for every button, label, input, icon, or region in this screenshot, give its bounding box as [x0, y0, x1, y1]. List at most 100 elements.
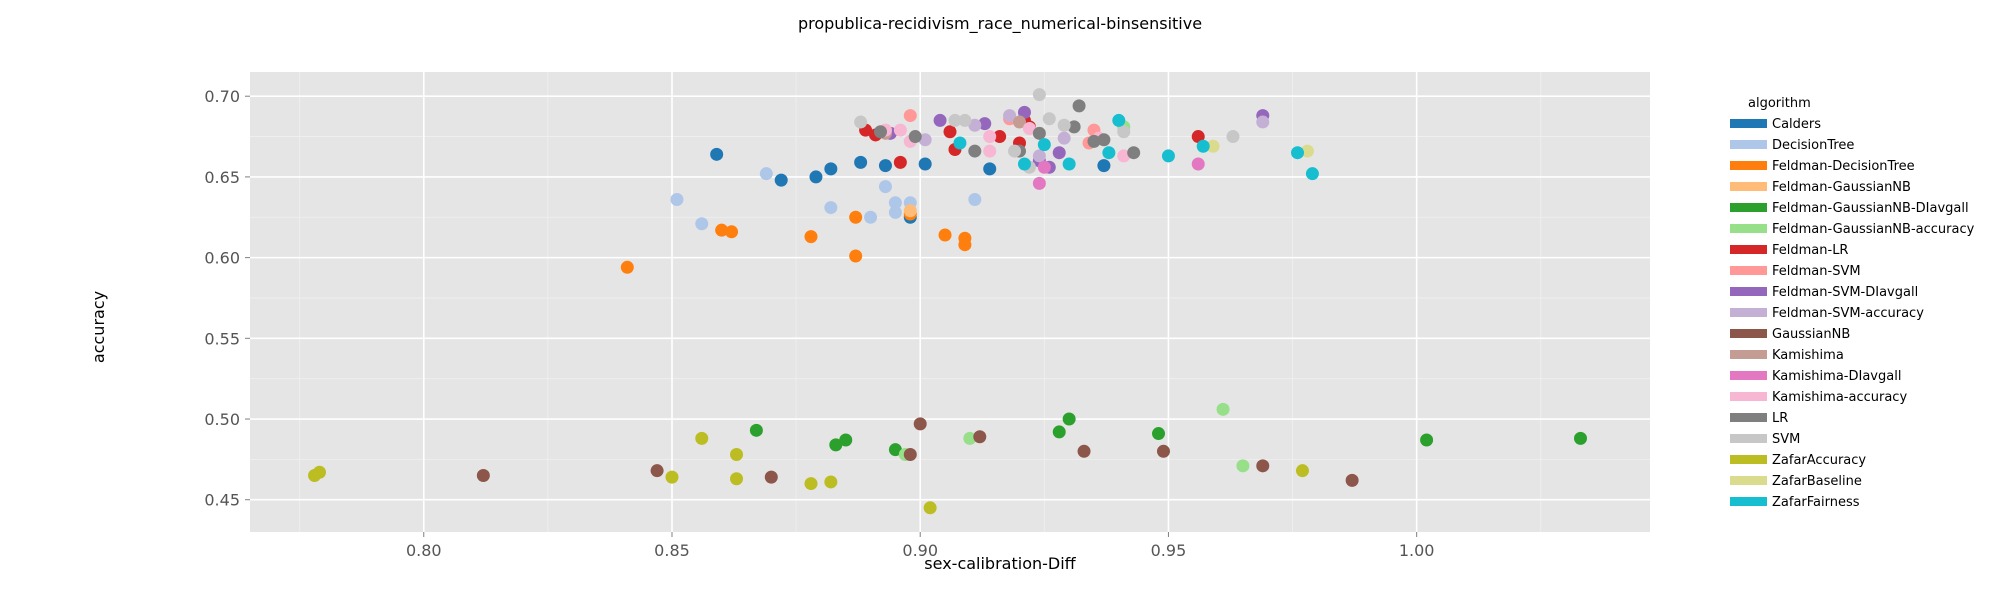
point-zafarfairness	[1196, 139, 1210, 153]
point-decisiontree	[759, 167, 773, 181]
point-feldman-decisiontree	[725, 225, 739, 239]
legend-swatch	[1730, 119, 1767, 128]
legend-item-feldman-decisiontree: Feldman-DecisionTree	[1730, 159, 1915, 174]
point-lr	[968, 144, 982, 158]
point-gaussiannb	[476, 469, 490, 483]
point-decisiontree	[888, 205, 902, 219]
point-feldman-gaussiannb-diavgall	[1062, 412, 1076, 426]
point-zafaraccuracy	[1295, 464, 1309, 478]
point-zafarfairness	[1017, 157, 1031, 171]
legend-item-feldman-svm-diavgall: Feldman-SVM-DIavgall	[1730, 285, 1918, 300]
point-decisiontree	[824, 201, 838, 215]
y-axis-title: accuracy	[89, 291, 108, 363]
legend-swatch	[1730, 455, 1767, 464]
point-gaussiannb	[903, 448, 917, 462]
point-lr	[1097, 133, 1111, 147]
legend-item-kamishima-accuracy: Kamishima-accuracy	[1730, 390, 1907, 405]
point-svm	[1117, 125, 1131, 139]
point-zafarfairness	[1037, 138, 1051, 152]
point-feldman-svm-diavgall	[1017, 105, 1031, 119]
point-feldman-decisiontree	[958, 238, 972, 252]
point-feldman-gaussiannb-diavgall	[749, 423, 763, 437]
point-zafarfairness	[1161, 149, 1175, 163]
legend-swatch	[1730, 287, 1767, 296]
point-lr	[908, 130, 922, 144]
y-axis-ticks: 0.45 0.50 0.55 0.60 0.65 0.70	[204, 87, 250, 510]
point-svm	[958, 113, 972, 127]
point-lr	[1072, 99, 1086, 113]
point-feldman-gaussiannb-diavgall	[1052, 425, 1066, 439]
point-zafaraccuracy	[824, 475, 838, 489]
point-decisiontree	[968, 193, 982, 207]
y-tick-label: 0.50	[204, 410, 240, 429]
point-calders	[809, 170, 823, 184]
legend-swatch	[1730, 182, 1767, 191]
legend-item-decisiontree: DecisionTree	[1730, 138, 1854, 153]
point-calders	[824, 162, 838, 176]
point-feldman-lr	[893, 155, 907, 169]
point-svm	[948, 113, 962, 127]
legend-item-calders: Calders	[1730, 117, 1821, 132]
point-decisiontree	[878, 180, 892, 194]
legend-title: algorithm	[1748, 96, 1811, 111]
point-feldman-gaussiannb-diavgall	[888, 443, 902, 457]
data-points	[308, 88, 1587, 515]
legend-swatch	[1730, 497, 1767, 506]
point-kamishima-diavgall	[1191, 157, 1205, 171]
point-svm	[1032, 88, 1046, 102]
point-feldman-gaussiannb-diavgall	[839, 433, 853, 447]
point-lr	[1127, 146, 1141, 160]
point-zafarfairness	[1291, 146, 1305, 160]
point-zafarbaseline	[1300, 144, 1314, 158]
legend-label: Kamishima-accuracy	[1772, 390, 1907, 405]
point-kamishima-diavgall	[1037, 160, 1051, 174]
point-svm	[1226, 130, 1240, 144]
point-kamishima-accuracy	[983, 130, 997, 144]
point-feldman-gaussiannb-accuracy	[1236, 459, 1250, 473]
point-feldman-svm-accuracy	[1256, 115, 1270, 129]
legend-swatch	[1730, 224, 1767, 233]
legend-item-gaussiannb: GaussianNB	[1730, 327, 1850, 342]
point-decisiontree	[864, 210, 878, 224]
point-feldman-gaussiannb-accuracy	[963, 431, 977, 445]
point-feldman-gaussiannb	[903, 204, 917, 218]
legend-swatch	[1730, 203, 1767, 212]
point-gaussiannb	[1077, 444, 1091, 458]
point-feldman-lr	[993, 130, 1007, 144]
point-feldman-svm-diavgall	[978, 117, 992, 131]
point-feldman-lr	[943, 125, 957, 139]
point-calders	[710, 147, 724, 161]
chart-title: propublica-recidivism_race_numerical-bin…	[798, 14, 1202, 34]
legend-label: Kamishima	[1772, 348, 1844, 363]
point-decisiontree	[670, 193, 684, 207]
legend-item-kamishima-diavgall: Kamishima-DIavgall	[1730, 369, 1901, 384]
legend-item-feldman-gaussiannb-accuracy: Feldman-GaussianNB-accuracy	[1730, 222, 1975, 237]
point-feldman-decisiontree	[849, 249, 863, 263]
legend-label: Feldman-SVM	[1772, 264, 1861, 279]
point-svm	[1057, 118, 1071, 132]
legend-item-kamishima: Kamishima	[1730, 348, 1844, 363]
legend-item-lr: LR	[1730, 411, 1788, 426]
point-decisiontree	[888, 196, 902, 210]
x-tick-label: 0.95	[1151, 541, 1187, 560]
legend-item-feldman-svm-accuracy: Feldman-SVM-accuracy	[1730, 306, 1924, 321]
point-feldman-svm-accuracy	[1032, 149, 1046, 163]
point-zafaraccuracy	[313, 465, 327, 479]
point-gaussiannb	[1345, 473, 1359, 487]
legend-items: Calders DecisionTree Feldman-DecisionTree F…	[1730, 117, 1975, 510]
point-gaussiannb	[1256, 459, 1270, 473]
point-feldman-svm-accuracy	[918, 133, 932, 147]
legend-label: DecisionTree	[1772, 138, 1854, 153]
point-feldman-decisiontree	[715, 223, 729, 237]
point-feldman-gaussiannb-diavgall	[1420, 433, 1434, 447]
point-lr	[873, 125, 887, 139]
y-tick-label: 0.45	[204, 491, 240, 510]
legend-swatch	[1730, 140, 1767, 149]
point-feldman-svm-diavgall	[1052, 146, 1066, 160]
legend-label: Feldman-GaussianNB-accuracy	[1772, 222, 1975, 237]
point-feldman-decisiontree	[938, 228, 952, 242]
legend-item-zafaraccuracy: ZafarAccuracy	[1730, 453, 1866, 468]
point-lr	[1087, 134, 1101, 148]
point-kamishima-accuracy	[893, 123, 907, 137]
